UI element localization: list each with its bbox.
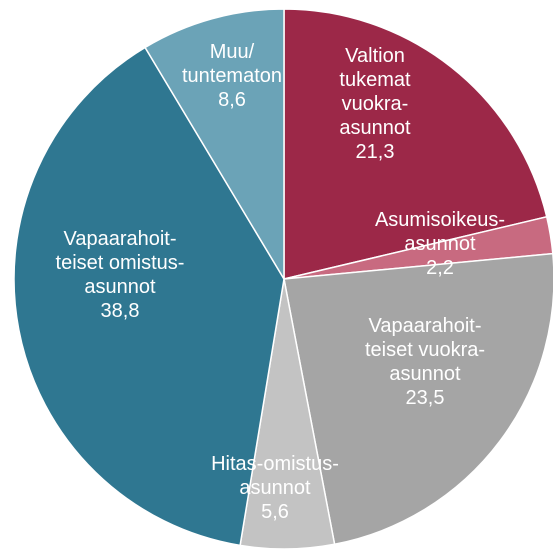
label-line: tuntematon (182, 65, 282, 87)
slice-label: Asumisoikeus-asunnot (375, 209, 505, 255)
value-label: 5,6 (261, 501, 289, 523)
label-line: tukemat (339, 69, 411, 91)
slice-label: Vapaarahoit-teiset vuokra-asunnot (365, 315, 485, 385)
value-label: 23,5 (406, 387, 445, 409)
label-line: Vapaarahoit- (368, 315, 481, 337)
label-line: teiset omistus- (56, 252, 185, 274)
label-line: asunnot (239, 477, 311, 499)
label-line: asunnot (339, 117, 411, 139)
slice-label: Hitas-omistus-asunnot (211, 453, 339, 499)
label-line: Muu/ (210, 41, 255, 63)
slice-label: Valtion tukemat vuokra-asunnot (339, 45, 411, 139)
value-label: 38,8 (101, 300, 140, 322)
slice-label: Muu/tuntematon (182, 41, 282, 87)
label-line: teiset vuokra- (365, 339, 485, 361)
value-label: 2,2 (426, 257, 454, 279)
label-line: asunnot (404, 233, 476, 255)
pie-slice (283, 8, 548, 280)
pie-slice (13, 46, 285, 547)
label-line: Asumisoikeus- (375, 209, 505, 231)
value-label: 8,6 (218, 89, 246, 111)
label-line: vuokra- (342, 93, 409, 115)
label-line: asunnot (389, 363, 461, 385)
pie-slice (144, 8, 285, 282)
label-line: asunnot (84, 276, 156, 298)
value-label: 21,3 (356, 141, 395, 163)
label-line: Hitas-omistus- (211, 453, 339, 475)
label-line: Vapaarahoit- (63, 228, 176, 250)
label-line: Valtion (345, 45, 405, 67)
slice-label: Vapaarahoit-teiset omistus-asunnot (56, 228, 185, 298)
